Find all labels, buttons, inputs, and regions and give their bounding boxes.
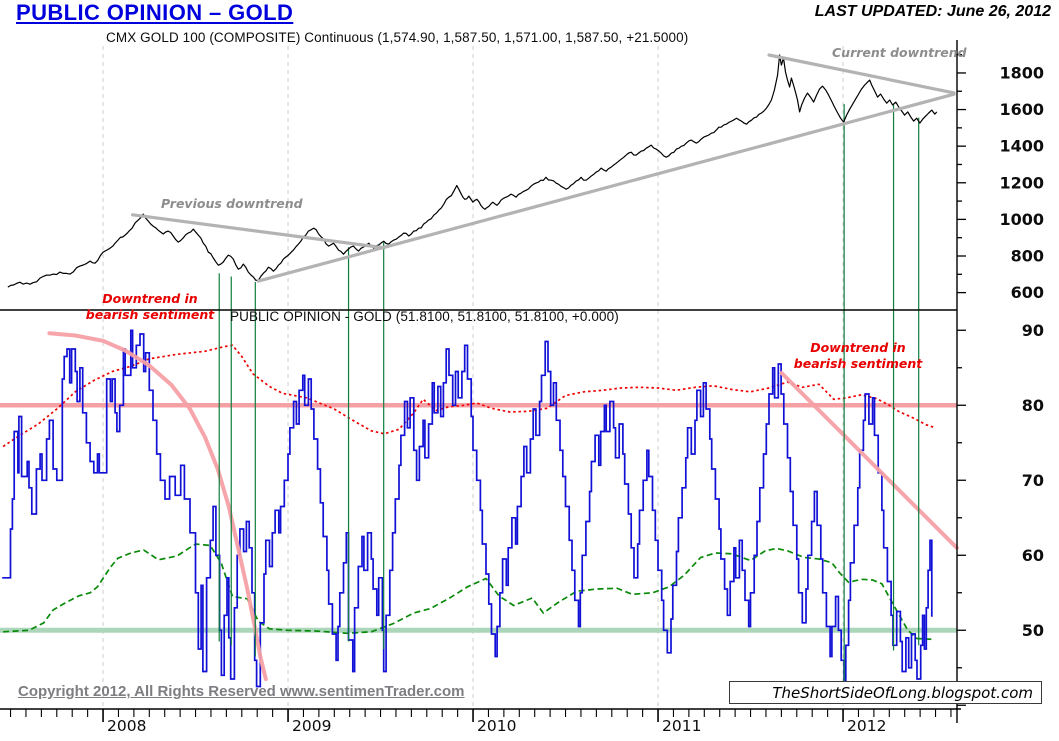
annotation-current-downtrend: Current downtrend	[832, 45, 967, 60]
opinion-axis-tick-label: 50	[1022, 621, 1044, 640]
price-axis-tick-label: 1600	[999, 100, 1044, 119]
price-panel-title: CMX GOLD 100 (COMPOSITE) Continuous (1,5…	[106, 30, 689, 45]
annotation-previous-downtrend: Previous downtrend	[161, 196, 303, 211]
year-label: 2012	[847, 717, 886, 735]
copyright-label: Copyright 2012, All Rights Reserved www.…	[18, 683, 465, 700]
year-label: 2011	[662, 717, 701, 735]
price-axis-tick-label: 1800	[999, 63, 1044, 82]
year-label: 2008	[107, 717, 146, 735]
previous-downtrend-line	[131, 213, 386, 250]
year-label: 2009	[292, 717, 331, 735]
annotation-bearish-downtrend-2012: Downtrend in bearish sentiment	[793, 340, 923, 371]
bearish-sentiment-downtrend-curve	[47, 331, 268, 681]
last-updated-label: LAST UPDATED: June 26, 2012	[814, 3, 1051, 20]
ma-upper-red-line	[2, 344, 936, 448]
opinion-axis-tick-label: 60	[1022, 546, 1044, 565]
price-axis-tick-label: 1200	[999, 173, 1044, 192]
price-axis-tick-label: 1400	[999, 137, 1044, 156]
bearish-sentiment-downtrend-line	[779, 371, 959, 550]
public-opinion-step-line	[2, 329, 933, 688]
opinion-axis-tick-label: 90	[1022, 321, 1044, 340]
price-axis-tick-label: 1000	[999, 210, 1044, 229]
ma-lower-green-line	[3, 543, 932, 641]
credit-watermark-box: TheShortSideOfLong.blogspot.com	[729, 681, 1042, 704]
gold-price-line	[7, 54, 938, 288]
price-axis-tick-label: 600	[1011, 283, 1044, 302]
annotation-line: Downtrend in	[102, 291, 198, 306]
opinion-axis-tick-label: 80	[1022, 396, 1044, 415]
annotation-line: bearish sentiment	[85, 306, 215, 322]
opinion-axis-tick-label: 70	[1022, 471, 1044, 490]
rising-support-line	[256, 92, 956, 283]
annotation-line: bearish sentiment	[793, 355, 923, 371]
year-label: 2010	[477, 717, 516, 735]
price-axis-tick-label: 800	[1011, 247, 1044, 266]
current-downtrend-line	[767, 53, 956, 95]
annotation-line: Downtrend in	[810, 340, 906, 355]
annotation-bearish-downtrend-2008: Downtrend in bearish sentiment	[85, 291, 215, 322]
opinion-panel-title: PUBLIC OPINION - GOLD (51.8100, 51.8100,…	[230, 309, 619, 324]
page-title: PUBLIC OPINION – GOLD	[16, 0, 294, 25]
